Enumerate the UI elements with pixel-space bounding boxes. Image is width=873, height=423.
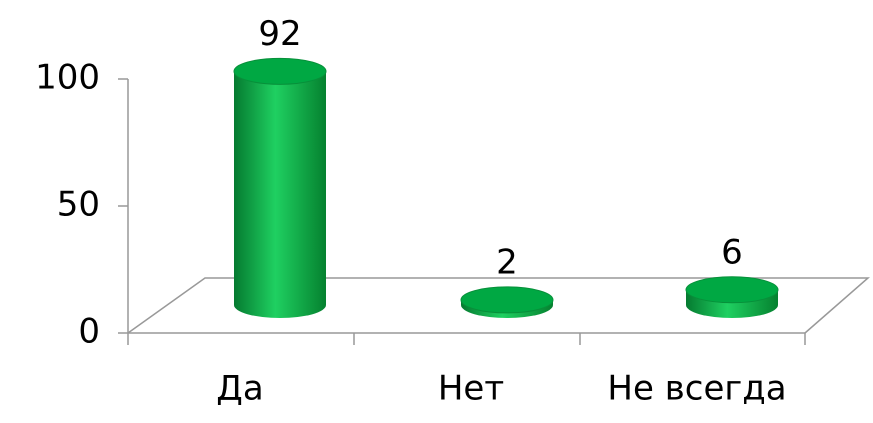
bar-top bbox=[460, 286, 554, 314]
bar-body bbox=[234, 71, 326, 318]
y-tick-label: 0 bbox=[78, 312, 100, 352]
data-label: 92 bbox=[258, 14, 301, 54]
y-tick-label: 100 bbox=[35, 58, 100, 98]
x-tick-label: Да bbox=[216, 369, 263, 409]
x-tick-label: Нет bbox=[438, 369, 504, 409]
x-tick-label: Не всегда bbox=[607, 369, 786, 409]
bar bbox=[685, 276, 779, 318]
floor bbox=[127, 277, 870, 334]
data-label: 2 bbox=[496, 242, 518, 282]
bar-top bbox=[233, 57, 327, 85]
bar-top bbox=[685, 276, 779, 304]
y-tick-label: 50 bbox=[57, 185, 100, 225]
bar bbox=[460, 286, 554, 318]
data-label: 6 bbox=[721, 232, 743, 272]
bar bbox=[233, 57, 327, 318]
